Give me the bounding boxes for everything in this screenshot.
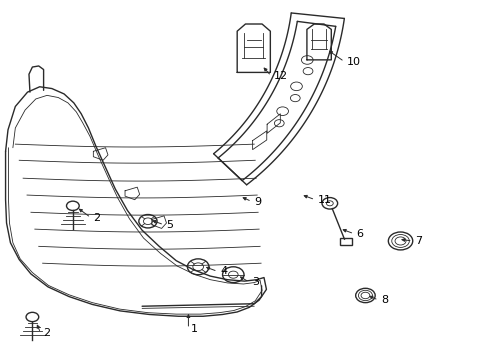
Text: 8: 8	[380, 295, 387, 305]
Text: 2: 2	[43, 328, 50, 338]
Text: 9: 9	[254, 197, 261, 207]
Text: 11: 11	[317, 195, 331, 205]
Text: 10: 10	[346, 57, 360, 67]
Text: 3: 3	[251, 277, 258, 287]
Bar	[339, 238, 351, 244]
Text: 1: 1	[190, 324, 198, 334]
Text: 2: 2	[93, 213, 100, 222]
Text: 4: 4	[220, 266, 227, 276]
Text: 7: 7	[414, 236, 422, 246]
Text: 5: 5	[166, 220, 173, 230]
Text: 6: 6	[356, 229, 363, 239]
Text: 12: 12	[273, 71, 287, 81]
